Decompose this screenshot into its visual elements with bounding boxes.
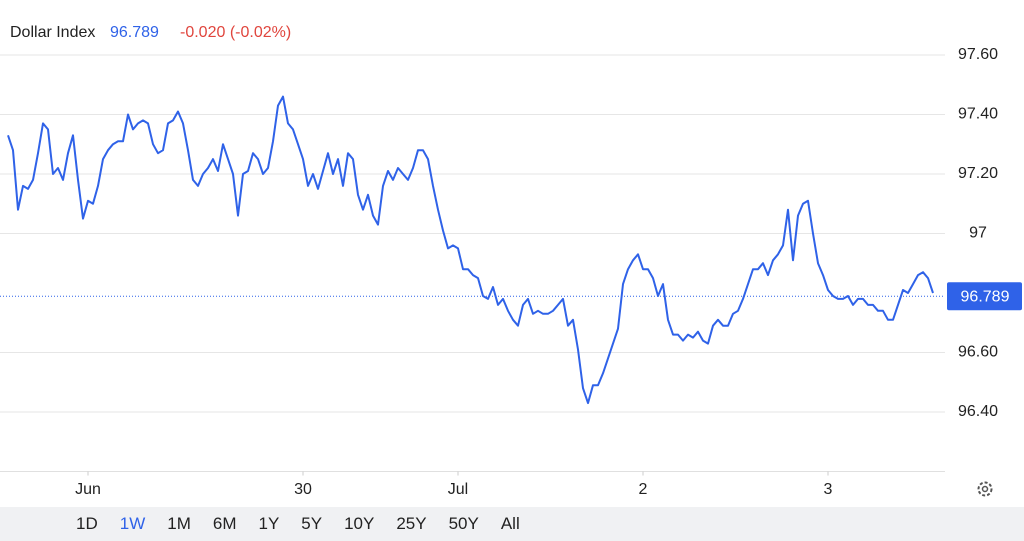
range-button[interactable]: 1Y xyxy=(258,514,280,533)
header-price: 96.789 xyxy=(110,24,159,41)
x-tick-label: 30 xyxy=(294,481,312,498)
range-button[interactable]: 6M xyxy=(212,514,237,533)
y-tick-label: 97.60 xyxy=(958,46,998,63)
chart-title: Dollar Index xyxy=(10,24,95,41)
range-button[interactable]: 50Y xyxy=(448,514,479,533)
last-price-label: 96.789 xyxy=(961,288,1010,305)
settings-icon[interactable] xyxy=(977,481,993,497)
range-button[interactable]: 1W xyxy=(119,514,146,533)
x-tick-label: Jul xyxy=(448,481,468,498)
y-tick-label: 97 xyxy=(969,225,987,242)
x-tick-label: 2 xyxy=(639,481,648,498)
chart: Dollar Index 96.789 -0.020 (-0.02%) 97.6… xyxy=(0,24,1022,498)
range-bar: 1D 1W 1M 6M 1Y 5Y 10Y 25Y 50Y All xyxy=(0,507,1024,541)
last-price-box xyxy=(947,282,1022,311)
y-tick-label: 97.20 xyxy=(958,165,998,182)
range-button[interactable]: 1D xyxy=(76,514,98,533)
header-change: -0.020 (-0.02%) xyxy=(180,24,291,41)
x-tick-label: Jun xyxy=(75,481,101,498)
range-button[interactable]: All xyxy=(500,514,520,533)
range-button[interactable]: 5Y xyxy=(301,514,323,533)
y-tick-label: 96.60 xyxy=(958,344,998,361)
price-line xyxy=(7,95,934,405)
x-tick-label: 3 xyxy=(824,481,833,498)
range-button[interactable]: 25Y xyxy=(396,514,427,533)
range-button[interactable]: 1M xyxy=(167,514,191,533)
range-button[interactable]: 10Y xyxy=(344,514,375,533)
y-tick-label: 97.40 xyxy=(958,106,998,123)
y-tick-label: 96.40 xyxy=(958,403,998,420)
